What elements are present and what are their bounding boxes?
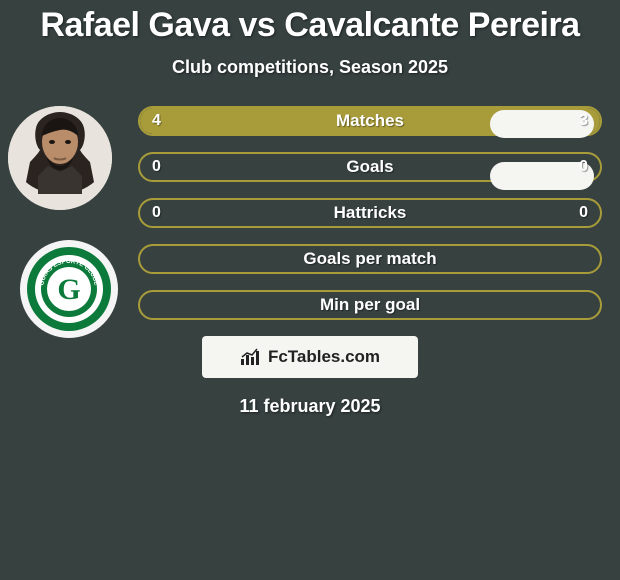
date-text: 11 february 2025 [0,396,620,417]
page-title: Rafael Gava vs Cavalcante Pereira [0,0,620,45]
stat-value-right: 3 [562,112,600,130]
brand-text: FcTables.com [268,347,380,367]
stat-row: Min per goal [138,290,602,320]
stat-label: Goals [178,157,562,177]
stat-row: 0Hattricks0 [138,198,602,228]
comparison-panel: G GOIÁS ESPORTE CLUBE 6·4·1943 4Matches3… [0,106,620,320]
stat-label: Goals per match [178,249,562,269]
brand-badge: FcTables.com [202,336,418,378]
stat-value-left: 0 [140,158,178,176]
stat-value-left: 4 [140,112,178,130]
stats-rows: 4Matches30Goals00Hattricks0Goals per mat… [138,106,602,320]
avatar-placeholder-icon [8,106,112,210]
stat-label: Hattricks [178,203,562,223]
stat-label: Matches [178,111,562,131]
stat-value-right: 0 [562,204,600,222]
stat-value-right: 0 [562,158,600,176]
club-goias-icon: G GOIÁS ESPORTE CLUBE 6·4·1943 [25,245,113,333]
stat-value-left: 0 [140,204,178,222]
subtitle: Club competitions, Season 2025 [0,57,620,78]
stat-row: Goals per match [138,244,602,274]
player-left-avatar [8,106,112,210]
player-left-club-badge: G GOIÁS ESPORTE CLUBE 6·4·1943 [20,240,118,338]
bar-chart-icon [240,348,262,366]
stat-label: Min per goal [178,295,562,315]
